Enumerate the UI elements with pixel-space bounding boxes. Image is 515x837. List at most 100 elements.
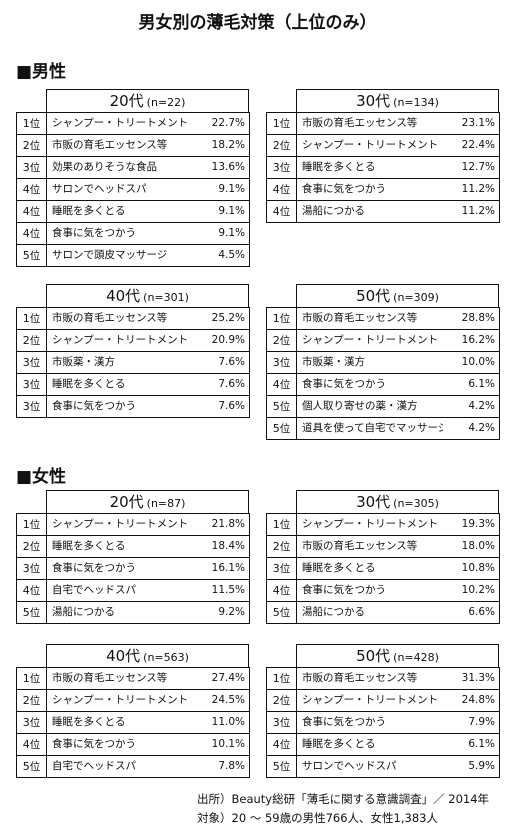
percent-cell: 9.1% bbox=[218, 227, 245, 239]
item-cell: サロンで頭皮マッサージ bbox=[52, 249, 168, 261]
rank-unit: 位 bbox=[29, 313, 41, 325]
table-row: 5位 道具を使って自宅でマッサージ 4.2% bbox=[267, 418, 499, 439]
table-row: 2位 市販の育毛エッセンス等 18.2% bbox=[17, 135, 249, 157]
rank-cell: 4位 bbox=[17, 734, 47, 755]
rank-cell: 2位 bbox=[17, 690, 47, 711]
table-row: 1位 市販の育毛エッセンス等 31.3% bbox=[267, 668, 499, 690]
female-40s-table: 40代 (n=563) 1位 市販の育毛エッセンス等 27.4% 2位 シャンプー・トリート… bbox=[16, 644, 250, 778]
rank-number: 3 bbox=[22, 378, 30, 391]
rank-number: 1 bbox=[272, 672, 280, 685]
rank-number: 5 bbox=[272, 606, 280, 619]
rank-number: 3 bbox=[272, 161, 280, 174]
age-group-label: 30代 bbox=[356, 493, 391, 511]
female-section-heading: ■女性 bbox=[16, 467, 67, 487]
rank-number: 5 bbox=[272, 760, 280, 773]
table-row: 3位 睡眠を多くとる 7.6% bbox=[17, 374, 249, 396]
rank-unit: 位 bbox=[279, 357, 291, 369]
rank-number: 4 bbox=[22, 205, 30, 218]
percent-cell: 6.6% bbox=[468, 606, 495, 618]
rank-cell: 5位 bbox=[267, 418, 297, 439]
percent-cell: 7.8% bbox=[218, 760, 245, 772]
table-header: 20代 (n=87) bbox=[46, 490, 249, 513]
rank-unit: 位 bbox=[29, 541, 41, 553]
rank-unit: 位 bbox=[29, 118, 41, 130]
rank-number: 3 bbox=[272, 562, 280, 575]
table-row: 5位 サロンでヘッドスパ 5.9% bbox=[267, 756, 499, 777]
table-row: 3位 睡眠を多くとる 12.7% bbox=[267, 157, 499, 179]
table-row: 4位 食事に気をつかう 11.2% bbox=[267, 179, 499, 201]
rank-cell: 4位 bbox=[17, 179, 47, 200]
female-30s-table: 30代 (n=305) 1位 シャンプー・トリートメント 19.3% 2位 市販の育毛エッセ… bbox=[266, 490, 500, 624]
rank-unit: 位 bbox=[29, 519, 41, 531]
item-cell: 睡眠を多くとる bbox=[302, 562, 376, 574]
table-row: 3位 市販薬・漢方 7.6% bbox=[17, 352, 249, 374]
rank-cell: 2位 bbox=[17, 330, 47, 351]
male-20s-table: 20代 (n=22) 1位 シャンプー・トリートメント 22.7% 2位 市販の育毛エッセン… bbox=[16, 89, 250, 267]
rank-cell: 3位 bbox=[267, 558, 297, 579]
rank-cell: 4位 bbox=[267, 374, 297, 395]
table-row: 3位 効果のありそうな食品 13.6% bbox=[17, 157, 249, 179]
rank-number: 4 bbox=[22, 738, 30, 751]
table-row: 3位 睡眠を多くとる 11.0% bbox=[17, 712, 249, 734]
percent-cell: 11.2% bbox=[461, 183, 495, 195]
rank-cell: 2位 bbox=[267, 690, 297, 711]
item-cell: 食事に気をつかう bbox=[52, 227, 136, 239]
table-row: 1位 市販の育毛エッセンス等 25.2% bbox=[17, 308, 249, 330]
item-cell: 食事に気をつかう bbox=[302, 716, 386, 728]
rank-number: 5 bbox=[22, 760, 30, 773]
item-cell: 食事に気をつかう bbox=[52, 400, 136, 412]
percent-cell: 7.9% bbox=[468, 716, 495, 728]
rank-unit: 位 bbox=[279, 673, 291, 685]
rank-number: 4 bbox=[272, 584, 280, 597]
age-group-label: 40代 bbox=[106, 287, 141, 305]
percent-cell: 4.2% bbox=[468, 422, 495, 434]
male-50s-table: 50代 (n=309) 1位 市販の育毛エッセンス等 28.8% 2位 シャンプー・トリート… bbox=[266, 284, 500, 440]
table-body: 1位 市販の育毛エッセンス等 28.8% 2位 シャンプー・トリートメント 16.2% 3位… bbox=[266, 307, 500, 440]
item-cell: シャンプー・トリートメント bbox=[302, 139, 439, 151]
rank-unit: 位 bbox=[279, 379, 291, 391]
rank-cell: 1位 bbox=[267, 113, 297, 134]
item-cell: 食事に気をつかう bbox=[302, 584, 386, 596]
male-40s-table: 40代 (n=301) 1位 市販の育毛エッセンス等 25.2% 2位 シャンプー・トリート… bbox=[16, 284, 250, 418]
table-body: 1位 市販の育毛エッセンス等 25.2% 2位 シャンプー・トリートメント 20.9% 3位… bbox=[16, 307, 250, 418]
item-cell: 食事に気をつかう bbox=[302, 378, 386, 390]
rank-number: 2 bbox=[272, 540, 280, 553]
rank-unit: 位 bbox=[279, 541, 291, 553]
rank-unit: 位 bbox=[279, 118, 291, 130]
table-row: 4位 食事に気をつかう 10.2% bbox=[267, 580, 499, 602]
percent-cell: 13.6% bbox=[211, 161, 245, 173]
item-cell: 睡眠を多くとる bbox=[52, 540, 126, 552]
item-cell: 食事に気をつかう bbox=[302, 183, 386, 195]
percent-cell: 10.8% bbox=[461, 562, 495, 574]
item-cell: 市販の育毛エッセンス等 bbox=[302, 672, 418, 684]
rank-number: 3 bbox=[22, 356, 30, 369]
rank-unit: 位 bbox=[29, 717, 41, 729]
percent-cell: 11.2% bbox=[461, 205, 495, 217]
percent-cell: 10.1% bbox=[211, 738, 245, 750]
rank-unit: 位 bbox=[279, 519, 291, 531]
rank-number: 2 bbox=[272, 139, 280, 152]
age-group-label: 50代 bbox=[356, 287, 391, 305]
table-row: 4位 睡眠を多くとる 9.1% bbox=[17, 201, 249, 223]
rank-number: 4 bbox=[272, 738, 280, 751]
percent-cell: 16.2% bbox=[461, 334, 495, 346]
table-row: 1位 シャンプー・トリートメント 22.7% bbox=[17, 113, 249, 135]
table-row: 5位 自宅でヘッドスパ 7.8% bbox=[17, 756, 249, 777]
table-row: 4位 食事に気をつかう 10.1% bbox=[17, 734, 249, 756]
rank-number: 3 bbox=[22, 716, 30, 729]
item-cell: サロンでヘッドスパ bbox=[302, 760, 397, 772]
rank-number: 2 bbox=[22, 540, 30, 553]
table-body: 1位 市販の育毛エッセンス等 27.4% 2位 シャンプー・トリートメント 24.5% 3位… bbox=[16, 667, 250, 778]
rank-cell: 1位 bbox=[17, 308, 47, 329]
sample-size-label: (n=87) bbox=[146, 497, 186, 510]
table-row: 2位 シャンプー・トリートメント 22.4% bbox=[267, 135, 499, 157]
rank-unit: 位 bbox=[29, 761, 41, 773]
rank-cell: 5位 bbox=[267, 602, 297, 623]
item-cell: 睡眠を多くとる bbox=[302, 738, 376, 750]
rank-unit: 位 bbox=[279, 717, 291, 729]
rank-unit: 位 bbox=[29, 401, 41, 413]
table-row: 1位 シャンプー・トリートメント 19.3% bbox=[267, 514, 499, 536]
rank-cell: 4位 bbox=[267, 179, 297, 200]
rank-cell: 1位 bbox=[267, 514, 297, 535]
item-cell: シャンプー・トリートメント bbox=[52, 518, 189, 530]
